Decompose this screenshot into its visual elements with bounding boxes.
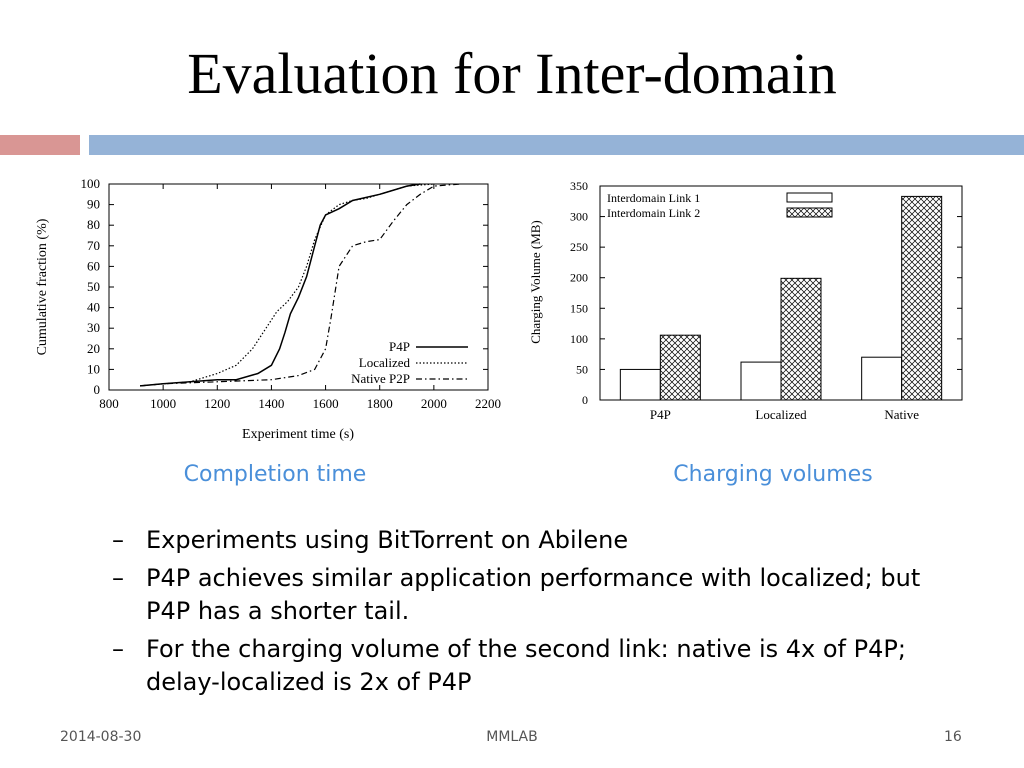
bullet-item: – For the charging volume of the second l… (112, 633, 942, 699)
bullet-item: – P4P achieves similar application perfor… (112, 562, 942, 628)
y-tick-label: 0 (582, 393, 588, 407)
y-tick-label: 200 (570, 271, 588, 285)
caption-completion-time: Completion time (183, 462, 367, 487)
completion-time-chart: 800 1000 1200 1400 1600 1800 2000 2200 0 10 20 30 40… (35, 176, 501, 442)
x-tick-label: Native (884, 407, 919, 422)
bar (740, 361, 782, 401)
series-line (140, 183, 421, 387)
y-tick-label: 30 (87, 320, 100, 335)
y-axis-label: Charging Volume (MB) (528, 220, 543, 344)
bullet-item: – Experiments using BitTorrent on Abilene (112, 524, 942, 557)
y-tick-label: 300 (570, 210, 588, 224)
footer-center: MMLAB (486, 729, 538, 745)
legend-label: Interdomain Link 2 (607, 206, 700, 220)
caption-charging-volumes: Charging volumes (673, 462, 873, 487)
bar (861, 356, 903, 401)
x-tick-label: Localized (755, 407, 807, 422)
bar (619, 368, 661, 401)
slide-title: Evaluation for Inter-domain (187, 41, 837, 106)
footer-date: 2014-08-30 (60, 729, 142, 745)
bar (901, 195, 943, 401)
bar (780, 277, 822, 401)
x-tick-label: P4P (650, 407, 671, 422)
bullet-text: For the charging volume of the second li… (146, 635, 906, 696)
footer-page-number: 16 (944, 729, 962, 745)
x-axis-label: Experiment time (s) (242, 427, 354, 442)
bullet-dash: – (112, 564, 124, 592)
bullet-list: – Experiments using BitTorrent on Abilene… (112, 524, 942, 704)
y-tick-label: 80 (87, 217, 100, 232)
y-tick-label: 250 (570, 240, 588, 254)
bullet-dash: – (112, 635, 124, 663)
bullet-text: Experiments using BitTorrent on Abilene (146, 526, 629, 554)
x-tick-label: 1000 (150, 396, 176, 411)
y-tick-label: 60 (87, 258, 100, 273)
series-line (140, 183, 434, 387)
legend-label: P4P (389, 339, 410, 354)
accent-bar-right (89, 135, 1024, 155)
y-tick-label: 90 (87, 197, 100, 212)
bullet-dash: – (112, 526, 124, 554)
y-tick-label: 50 (87, 279, 100, 294)
x-tick-label: 1400 (258, 396, 284, 411)
y-tick-label: 50 (576, 362, 588, 376)
accent-bar-left (0, 135, 80, 155)
x-tick-label: 1600 (313, 396, 339, 411)
y-tick-label: 20 (87, 341, 100, 356)
y-tick-label: 10 (87, 361, 100, 376)
legend-swatch (786, 192, 833, 203)
legend-swatch (786, 207, 833, 218)
legend-label: Localized (359, 355, 411, 370)
x-tick-label: 1800 (367, 396, 393, 411)
y-tick-label: 100 (570, 332, 588, 346)
y-tick-label: 100 (81, 176, 101, 191)
x-tick-label: 1200 (204, 396, 230, 411)
y-axis-label: Cumulative fraction (%) (35, 218, 50, 355)
bullet-text: P4P achieves similar application perform… (146, 564, 921, 625)
x-tick-label: 800 (99, 396, 119, 411)
y-tick-label: 70 (87, 238, 100, 253)
bar (659, 334, 701, 401)
y-tick-label: 150 (570, 301, 588, 315)
y-tick-label: 350 (570, 179, 588, 193)
legend-label: Native P2P (351, 371, 410, 386)
series-line (140, 183, 461, 387)
x-tick-label: 2000 (421, 396, 447, 411)
y-tick-label: 40 (87, 300, 100, 315)
y-tick-label: 0 (94, 382, 101, 397)
legend-label: Interdomain Link 1 (607, 191, 700, 205)
x-tick-label: 2200 (475, 396, 501, 411)
